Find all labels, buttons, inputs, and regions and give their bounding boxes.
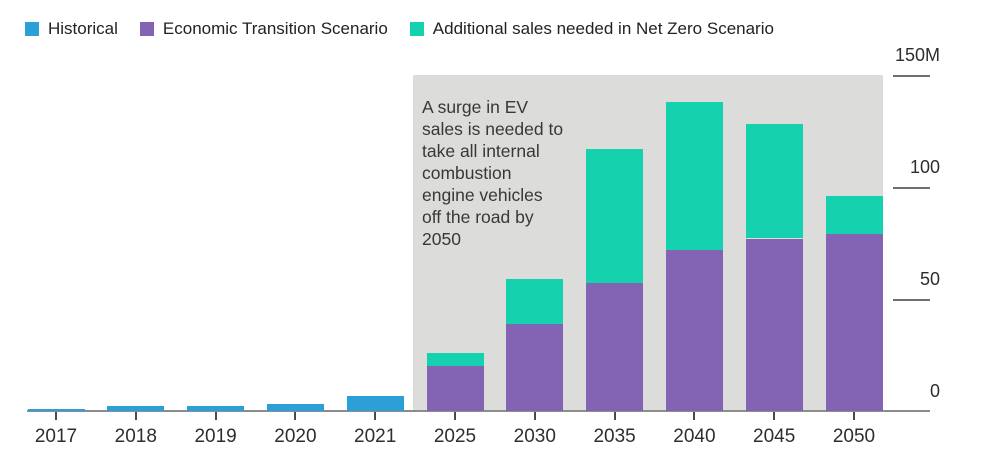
x-axis-tick [533, 412, 536, 420]
bar-segment [506, 278, 564, 324]
bar-segment [586, 148, 644, 284]
net-zero-swatch-icon [409, 22, 424, 36]
y-axis-label: 100 [909, 157, 940, 177]
legend-item-net-zero: Additional sales needed in Net Zero Scen… [409, 19, 774, 39]
y-axis-tick [893, 75, 930, 77]
y-axis-tick [893, 299, 930, 301]
x-axis-line [27, 410, 930, 412]
economic-transition-swatch-icon [139, 22, 154, 36]
bar-segment [665, 249, 723, 411]
bar-segment [745, 124, 803, 239]
chart-annotation: A surge in EV sales is needed to take al… [422, 97, 564, 249]
y-axis-label: 50 [919, 269, 940, 289]
x-axis-tick [773, 412, 776, 420]
bar-segment [426, 352, 484, 367]
x-axis-label: 2040 [673, 426, 716, 447]
chart-legend: Historical Economic Transition Scenario … [25, 19, 774, 39]
x-axis-label: 2020 [274, 426, 317, 447]
x-axis-tick [693, 412, 696, 420]
x-axis-tick [214, 412, 217, 420]
x-axis-label: 2045 [753, 426, 796, 447]
x-axis-label: 2021 [354, 426, 397, 447]
x-axis-label: 2018 [114, 426, 157, 447]
bar-segment [745, 238, 803, 411]
legend-label-historical: Historical [48, 19, 118, 38]
x-axis-tick [55, 412, 57, 420]
x-axis-tick [294, 412, 297, 420]
x-axis-label: 2017 [34, 426, 78, 447]
y-axis-tick [893, 187, 930, 189]
legend-label-net-zero: Additional sales needed in Net Zero Scen… [432, 19, 774, 38]
x-axis-tick [454, 412, 456, 420]
x-axis-tick [134, 412, 137, 420]
bar-segment [426, 366, 484, 411]
x-axis-label: 2030 [513, 426, 556, 447]
historical-swatch-icon [25, 22, 39, 36]
bar-segment [586, 283, 644, 411]
x-axis-tick [374, 412, 377, 420]
bar-segment [506, 323, 564, 411]
bar-segment [187, 406, 245, 411]
bar-segment [825, 234, 883, 411]
x-axis-tick [613, 412, 616, 420]
bar-segment [27, 408, 85, 411]
x-axis-label: 2050 [832, 426, 876, 447]
legend-item-economic-transition: Economic Transition Scenario [139, 19, 388, 39]
x-axis-label: 2025 [433, 426, 477, 447]
y-axis-label: 150M [894, 45, 940, 65]
y-axis-label: 0 [929, 381, 940, 401]
bar-segment [107, 406, 165, 411]
bar-segment [665, 101, 723, 250]
bar-segment [825, 196, 883, 235]
x-axis-tick [853, 412, 855, 420]
bar-segment [266, 403, 324, 411]
net-zero-highlight-region [413, 75, 883, 411]
bar-segment [346, 396, 404, 411]
legend-label-economic-transition: Economic Transition Scenario [162, 19, 388, 38]
x-axis-label: 2019 [194, 426, 237, 447]
x-axis-label: 2035 [593, 426, 636, 447]
legend-item-historical: Historical [25, 19, 118, 39]
